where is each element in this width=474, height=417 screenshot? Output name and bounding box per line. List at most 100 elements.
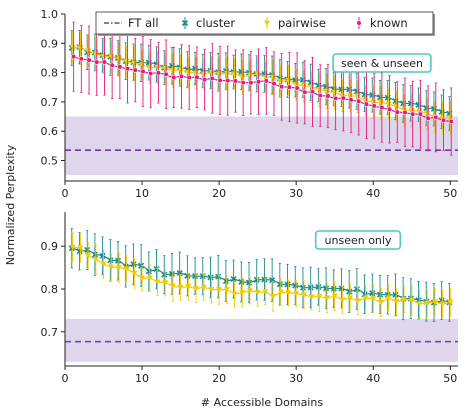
point-pairwise (162, 280, 169, 286)
point-known (356, 98, 362, 104)
y-tick-label: 0.9 (41, 240, 59, 253)
point-known (78, 56, 84, 62)
point-cluster (276, 281, 283, 288)
point-pairwise (324, 88, 330, 95)
point-known (410, 111, 416, 117)
point-pairwise (69, 244, 76, 251)
point-pairwise (193, 286, 199, 292)
point-known (271, 81, 277, 87)
point-known (86, 57, 92, 63)
point-known (132, 67, 138, 73)
legend: FT all cluster pairwise known (95, 11, 435, 36)
y-tick-label: 0.6 (41, 125, 59, 138)
y-tick-label: 0.5 (41, 154, 59, 167)
point-pairwise (216, 71, 223, 77)
point-pairwise (347, 93, 354, 99)
point-pairwise (131, 60, 138, 67)
point-pairwise (177, 67, 184, 73)
point-pairwise (162, 65, 169, 72)
point-pairwise (85, 48, 92, 55)
point-cluster (245, 279, 253, 286)
point-known (217, 77, 223, 83)
point-cluster (99, 252, 106, 259)
point-pairwise (239, 74, 246, 80)
point-pairwise (385, 101, 392, 107)
x-tick-label: 30 (289, 187, 303, 200)
point-pairwise (324, 295, 330, 301)
panel-annotation: unseen only (314, 230, 402, 250)
point-pairwise (439, 301, 446, 307)
point-pairwise (77, 45, 84, 51)
point-known (433, 114, 439, 120)
point-cluster (168, 270, 176, 277)
point-pairwise (223, 287, 230, 293)
point-known (94, 59, 100, 65)
point-known (333, 95, 339, 101)
legend-label: FT all (128, 16, 159, 30)
point-pairwise (185, 284, 192, 290)
y-tick-label: 0.7 (41, 326, 59, 339)
x-tick-label: 20 (212, 372, 226, 385)
point-pairwise (254, 71, 261, 77)
series-line-cluster (72, 247, 451, 304)
point-known (148, 70, 154, 77)
point-known (194, 74, 200, 80)
point-known (294, 85, 300, 91)
legend-label: pairwise (278, 16, 326, 30)
y-tick-label: 0.8 (41, 67, 59, 80)
point-pairwise (223, 71, 230, 77)
x-tick-label: 40 (366, 372, 380, 385)
point-pairwise (354, 298, 361, 305)
point-cluster (91, 251, 98, 258)
point-pairwise (208, 287, 215, 293)
point-cluster (392, 291, 399, 298)
series-pairwise (69, 232, 454, 319)
series-cluster (68, 228, 453, 323)
point-pairwise (377, 300, 384, 306)
point-cluster (184, 272, 191, 279)
point-pairwise (362, 295, 369, 302)
point-pairwise (177, 284, 184, 291)
y-tick-label: 0.8 (41, 283, 59, 296)
point-known (386, 106, 393, 112)
point-pairwise (408, 108, 415, 114)
point-known (186, 74, 192, 81)
point-pairwise (262, 74, 269, 81)
point-cluster (114, 257, 122, 264)
point-known (109, 62, 115, 68)
point-known (240, 80, 246, 86)
x-tick-label: 0 (62, 187, 69, 200)
point-pairwise (447, 115, 454, 121)
point-known (248, 80, 254, 86)
point-known (209, 75, 215, 82)
point-pairwise (308, 294, 315, 300)
point-pairwise (185, 69, 192, 76)
series-line-pairwise (72, 246, 451, 305)
x-tick-label: 50 (443, 187, 457, 200)
point-known (417, 111, 423, 117)
panel-annotation-text: unseen only (325, 234, 392, 247)
point-pairwise (246, 72, 253, 79)
legend-label: cluster (196, 16, 235, 30)
point-pairwise (77, 245, 84, 251)
legend-entry-pairwise: pairwise (264, 16, 326, 30)
point-pairwise (154, 64, 161, 71)
point-known (317, 92, 323, 99)
point-pairwise (115, 56, 122, 62)
y-axis-title: Normalized Perplexity (4, 144, 17, 265)
legend-entry-known: known (356, 16, 408, 30)
legend-swatch (264, 20, 270, 26)
point-cluster (376, 291, 384, 298)
point-cluster (107, 257, 114, 264)
x-tick-label: 10 (135, 372, 149, 385)
point-cluster (284, 281, 291, 288)
point-pairwise (354, 93, 361, 100)
x-tick-label: 30 (289, 372, 303, 385)
point-known (363, 101, 370, 107)
legend-swatch (181, 19, 189, 27)
legend-entry-cluster: cluster (181, 16, 235, 30)
panel-annotation-box (332, 53, 432, 73)
panel-annotation: seen & unseen (332, 53, 432, 73)
point-known (302, 89, 308, 95)
point-pairwise (131, 270, 138, 277)
